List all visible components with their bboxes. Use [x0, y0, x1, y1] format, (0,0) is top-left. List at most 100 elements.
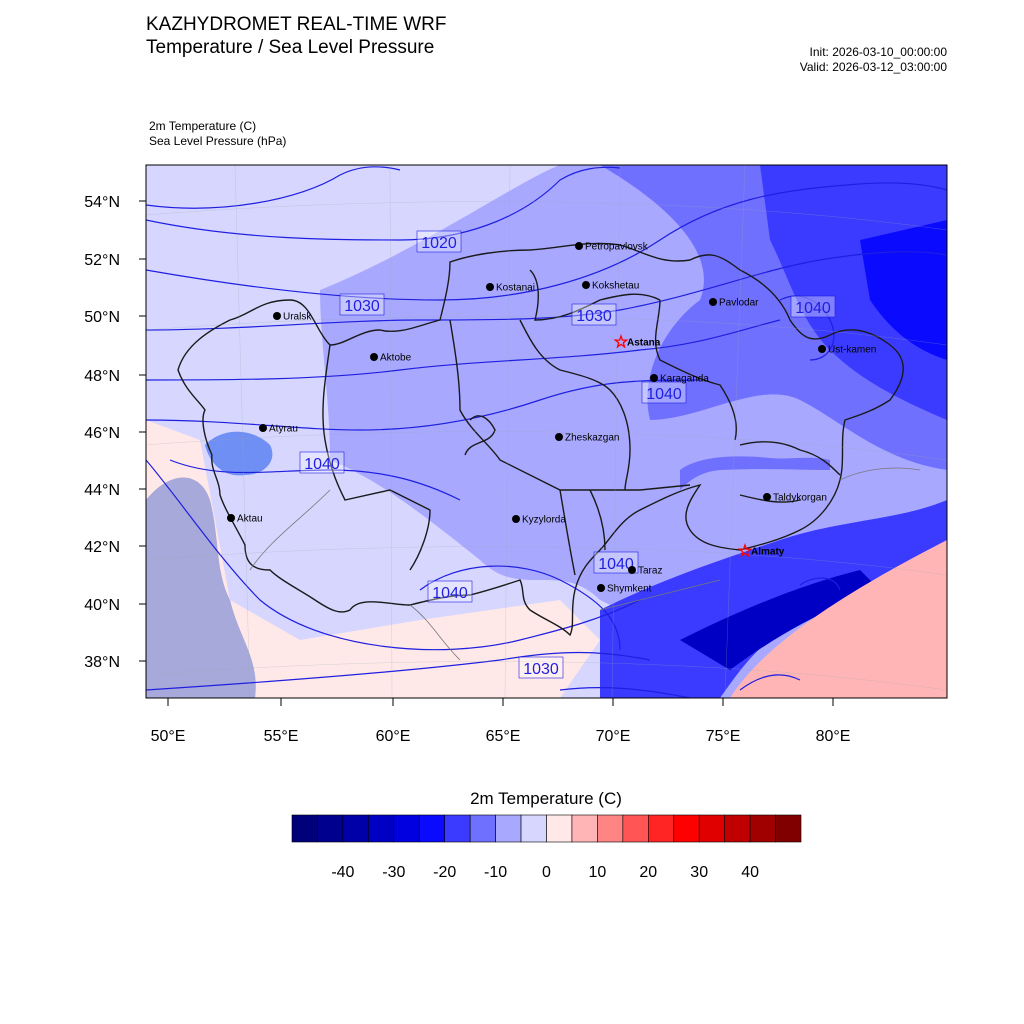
city-taraz: Taraz — [628, 566, 662, 577]
colorbar-swatch — [495, 814, 522, 843]
city-dot-icon — [227, 514, 235, 522]
city-uralsk: Uralsk — [273, 312, 312, 323]
city-dot-icon — [818, 345, 826, 353]
colorbar-tick-label: 20 — [639, 864, 657, 881]
colorbar-swatch — [571, 814, 598, 843]
lon-tick-label: 80°E — [816, 728, 851, 745]
lon-tick-label: 50°E — [151, 728, 186, 745]
lat-tick-label: 48°N — [84, 368, 120, 385]
city-pavlodar: Pavlodar — [709, 298, 759, 309]
city-dot-icon — [555, 433, 563, 441]
colorbar-tick-label: 40 — [741, 864, 759, 881]
lon-tick-label: 65°E — [486, 728, 521, 745]
city-label: Kostanai — [496, 283, 535, 294]
colorbar-swatch — [775, 814, 802, 843]
latitude-labels: 54°N 52°N 50°N 48°N 46°N 44°N 42°N 40°N 38°N — [84, 194, 120, 671]
city-dot-icon — [512, 515, 520, 523]
lat-tick-label: 54°N — [84, 194, 120, 211]
isobar-label-box — [641, 381, 687, 404]
colorbar-tick-label: 30 — [690, 864, 708, 881]
city-label: Aktau — [237, 514, 263, 525]
city-ust-kamen: Ust-kamen — [818, 345, 876, 356]
city-label: Taldykorgan — [773, 493, 827, 504]
colorbar-tick-label: 0 — [542, 864, 551, 881]
colorbar-swatch — [317, 814, 344, 843]
lon-tick-label: 55°E — [264, 728, 299, 745]
graticule — [146, 165, 947, 698]
colorbar-swatch — [749, 814, 776, 843]
isobar-label-box — [790, 295, 836, 318]
isobar-label-box — [571, 303, 617, 326]
colorbar-swatch — [546, 814, 573, 843]
isobar-labels: 1020 1030 1030 1040 1040 1040 1040 1040 1030 — [299, 230, 836, 679]
init-time: Init: 2026-03-10_00:00:00 — [809, 45, 947, 59]
city-dot-icon — [370, 353, 378, 361]
city-dot-icon — [273, 312, 281, 320]
colorbar-title: 2m Temperature (C) — [470, 789, 622, 808]
admin-boundaries — [177, 242, 904, 637]
city-petropavlovsk: Petropavlovsk — [575, 242, 649, 253]
lon-tick-label: 60°E — [376, 728, 411, 745]
city-karaganda: Karaganda — [650, 374, 709, 385]
isobar-label: 1030 — [576, 308, 612, 325]
isobar-label-box — [593, 551, 639, 574]
colorbar-swatch — [520, 814, 547, 843]
lat-tick-label: 42°N — [84, 539, 120, 556]
isobar-label: 1030 — [344, 298, 380, 315]
city-label: Uralsk — [283, 312, 312, 323]
colorbar-tick-labels: -40 -30 -20 -10 0 10 20 30 40 — [331, 864, 759, 881]
city-kostanai: Kostanai — [486, 283, 535, 294]
isobar-label: 1040 — [304, 456, 340, 473]
city-taldykorgan: Taldykorgan — [763, 493, 827, 504]
city-aktobe: Aktobe — [370, 353, 412, 364]
city-label: Karaganda — [660, 374, 709, 385]
city-label: Aktobe — [380, 353, 412, 364]
colorbar-tick-label: -10 — [484, 864, 507, 881]
city-label: Ust-kamen — [828, 345, 876, 356]
isobar-label: 1030 — [523, 661, 559, 678]
colorbar-swatch — [724, 814, 751, 843]
colorbar — [291, 814, 802, 843]
city-dot-icon — [597, 584, 605, 592]
temperature-field — [146, 165, 947, 698]
isobar-label: 1040 — [646, 386, 682, 403]
colorbar-swatch — [698, 814, 725, 843]
city-label: Petropavlovsk — [585, 242, 649, 253]
isobar-label: 1040 — [795, 300, 831, 317]
lat-tick-label: 38°N — [84, 654, 120, 671]
city-label: Pavlodar — [719, 298, 759, 309]
city-almaty: Almaty — [737, 542, 785, 558]
variable-label-pressure: Sea Level Pressure (hPa) — [149, 134, 287, 148]
isobar-label-box — [427, 580, 473, 603]
city-aktau: Aktau — [227, 514, 263, 525]
city-shymkent: Shymkent — [597, 584, 652, 595]
colorbar-tick-label: -40 — [331, 864, 354, 881]
isobar-label-box — [416, 230, 462, 253]
isobar-label-box — [518, 656, 564, 679]
map-subtitle: Temperature / Sea Level Pressure — [146, 37, 435, 58]
longitude-labels: 50°E 55°E 60°E 65°E 70°E 75°E 80°E — [151, 728, 851, 745]
colorbar-swatch — [444, 814, 471, 843]
colorbar-tick-label: -30 — [382, 864, 405, 881]
city-label: Astana — [627, 338, 661, 349]
colorbar-swatch — [673, 814, 700, 843]
city-dot-icon — [259, 424, 267, 432]
colorbar-swatch — [647, 814, 675, 843]
city-atyrau: Atyrau — [259, 424, 298, 435]
city-dot-icon — [650, 374, 658, 382]
lon-tick-label: 70°E — [596, 728, 631, 745]
colorbar-swatch — [291, 814, 318, 843]
colorbar-swatch — [368, 814, 395, 843]
colorbar-tick-label: -20 — [433, 864, 456, 881]
lat-tick-label: 46°N — [84, 425, 120, 442]
city-label: Kokshetau — [592, 281, 639, 292]
lat-tick-label: 40°N — [84, 597, 120, 614]
city-label: Kyzylorda — [522, 515, 566, 526]
lat-tick-label: 52°N — [84, 252, 120, 269]
city-dot-icon — [575, 242, 583, 250]
valid-time: Valid: 2026-03-12_03:00:00 — [799, 60, 947, 74]
city-label: Shymkent — [607, 584, 652, 595]
variable-label-temperature: 2m Temperature (C) — [149, 119, 257, 133]
colorbar-swatch — [597, 814, 624, 843]
